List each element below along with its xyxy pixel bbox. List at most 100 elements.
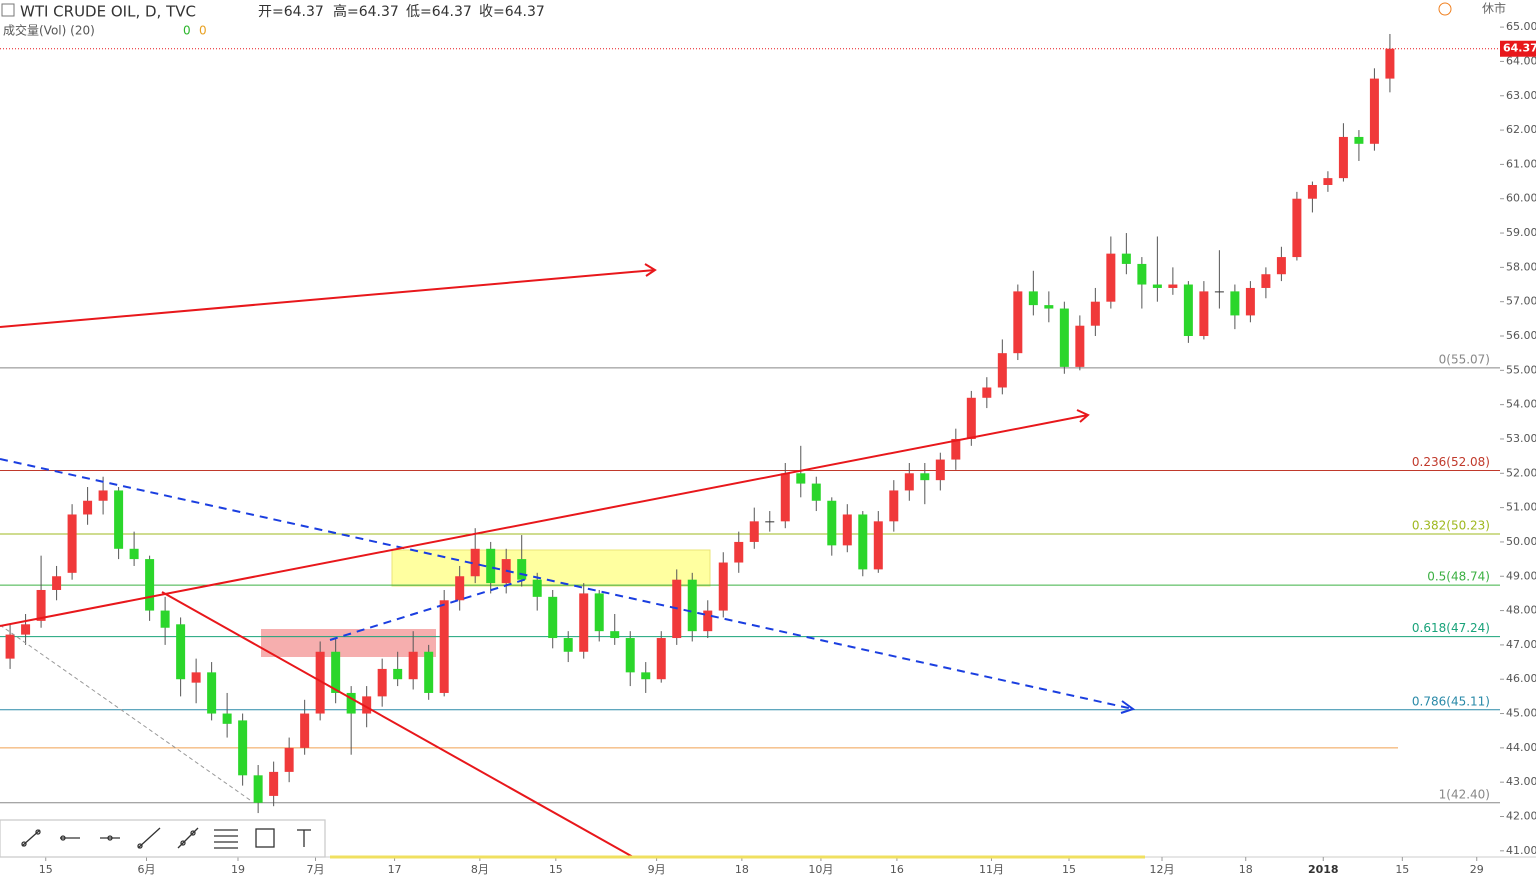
y-tick-label: 53.00 <box>1506 432 1536 445</box>
candle-body <box>1323 178 1333 185</box>
candle-body <box>1354 136 1364 144</box>
y-tick-label: 62.00 <box>1506 123 1536 136</box>
candle-body <box>1230 291 1240 316</box>
candle-body <box>83 500 93 515</box>
candle-body <box>656 638 666 680</box>
ohlc: 开=64.37 <box>258 4 324 20</box>
fib-label: 0.786(45.11) <box>1412 694 1490 708</box>
y-tick-label: 61.00 <box>1506 157 1536 170</box>
candle-body <box>811 483 821 501</box>
trend-line <box>161 591 634 858</box>
candle-body <box>1369 78 1379 144</box>
candle-body <box>1106 253 1116 302</box>
candle-body <box>563 638 573 652</box>
toolbar-bg <box>0 819 326 858</box>
candle-body <box>873 521 883 570</box>
market-status: 休市 <box>1482 1 1506 16</box>
y-tick-label: 60.00 <box>1506 192 1536 205</box>
x-tick-label: 18 <box>735 863 749 876</box>
candle-body <box>67 514 77 573</box>
x-tick-label: 7月 <box>307 863 325 876</box>
tool-button[interactable] <box>60 835 80 841</box>
x-tick-label: 15 <box>549 863 563 876</box>
collapse-icon[interactable] <box>1 3 15 17</box>
last-price-label: 64.37 <box>1503 42 1536 55</box>
candle-body <box>1276 257 1286 275</box>
y-tick-label: 63.00 <box>1506 89 1536 102</box>
fib-label: 0.5(48.74) <box>1427 570 1490 584</box>
x-tick-label: 8月 <box>471 863 489 876</box>
last-price-badge <box>1500 40 1536 57</box>
candle-body <box>548 596 558 639</box>
candle-body <box>765 521 775 523</box>
y-tick-label: 49.00 <box>1506 569 1536 582</box>
tool-button[interactable] <box>100 835 120 841</box>
candle-body <box>36 589 46 621</box>
y-tick-label: 54.00 <box>1506 398 1536 411</box>
x-tick-label: 15 <box>1062 863 1076 876</box>
symbol: WTI CRUDE OIL, D, TVC <box>20 3 196 21</box>
candle-body <box>734 541 744 563</box>
volume-label: 成交量(Vol) (20) <box>3 23 95 38</box>
candle-body <box>98 490 108 501</box>
candle-body <box>300 713 310 748</box>
y-tick-label: 65.00 <box>1506 20 1536 33</box>
x-tick-label: 18 <box>1239 863 1253 876</box>
fib-label: 0(55.07) <box>1439 352 1490 366</box>
x-tick-label: 11月 <box>979 863 1004 876</box>
ohlc: 低=64.37 <box>406 4 472 20</box>
candle-body <box>532 579 542 597</box>
candle-body <box>1214 291 1224 293</box>
tool-button[interactable] <box>297 829 311 847</box>
candle-body <box>160 610 170 628</box>
candle-body <box>5 634 15 659</box>
candle-body <box>393 668 403 680</box>
y-tick-label: 50.00 <box>1506 535 1536 548</box>
fib-label: 0.236(52.08) <box>1412 455 1490 469</box>
y-tick-label: 44.00 <box>1506 741 1536 754</box>
arrow-head <box>1120 700 1136 714</box>
trend-line <box>0 624 251 801</box>
candle-body <box>997 353 1007 388</box>
x-tick-label: 12月 <box>1150 863 1175 876</box>
candle-body <box>1121 253 1131 264</box>
candle-body <box>346 692 356 714</box>
candle-body <box>517 559 527 580</box>
candle-body <box>470 548 480 577</box>
candle-body <box>1168 284 1178 288</box>
y-tick-label: 47.00 <box>1506 638 1536 651</box>
candle-body <box>610 631 620 639</box>
candle-body <box>408 651 418 680</box>
candle-body <box>114 490 124 549</box>
tool-button[interactable] <box>21 829 41 847</box>
axes: 41.00 42.00 43.00 44.00 45.00 46.00 47.00 48.00… <box>0 20 1536 876</box>
fib-levels: 0(55.07) 0.236(52.08) 0.382(50.23) 0.5(48.7… <box>0 352 1500 804</box>
candle-body <box>920 473 930 481</box>
candle-body <box>796 473 806 484</box>
trend-line <box>0 414 1089 627</box>
candle-body <box>625 638 635 673</box>
x-tick-label: 6月 <box>138 863 156 876</box>
candle-body <box>331 651 341 693</box>
candle-body <box>641 672 651 680</box>
tool-button[interactable] <box>177 827 199 849</box>
candle-body <box>1183 284 1193 337</box>
candle-body <box>718 562 728 611</box>
candle-body <box>1090 301 1100 326</box>
candle-body <box>1075 325 1085 367</box>
y-tick-label: 58.00 <box>1506 260 1536 273</box>
tool-button[interactable] <box>214 829 238 849</box>
tool-button[interactable] <box>137 827 161 849</box>
candle-body <box>889 490 899 522</box>
candle-body <box>1261 274 1271 288</box>
candle-body <box>594 593 604 632</box>
candle-body <box>222 713 232 724</box>
y-tick-label: 56.00 <box>1506 329 1536 342</box>
candle-body <box>842 514 852 546</box>
tool-button[interactable] <box>255 828 275 848</box>
candle-body <box>1292 198 1302 258</box>
candle-body <box>424 651 434 693</box>
volume-value: 0 <box>183 24 191 38</box>
x-tick-label: 17 <box>388 863 402 876</box>
